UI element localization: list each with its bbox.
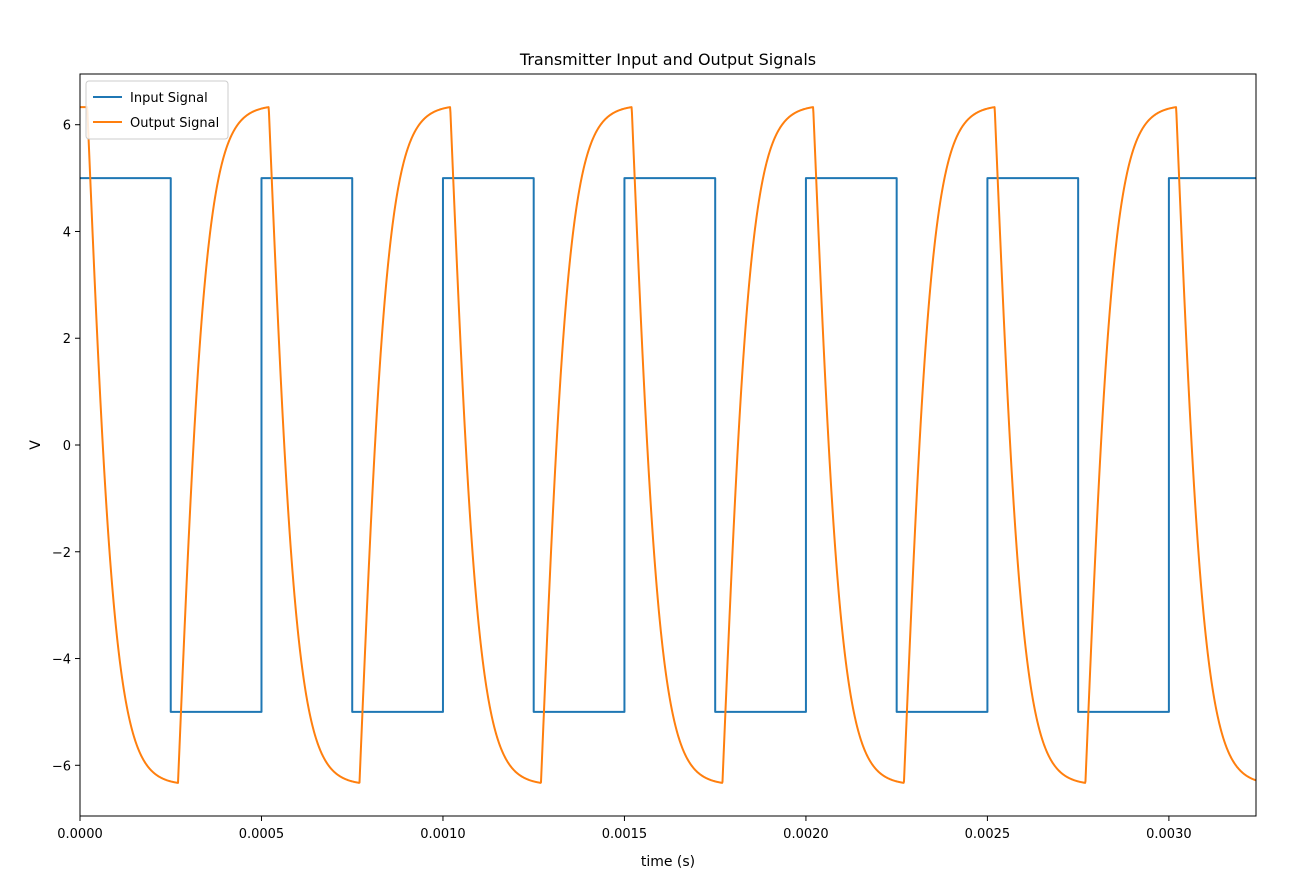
x-tick-label: 0.0030	[1146, 827, 1192, 842]
output-signal-line	[80, 106, 1256, 784]
legend-label: Output Signal	[130, 116, 219, 131]
y-tick-label: −6	[52, 759, 71, 774]
x-tick-label: 0.0010	[420, 827, 466, 842]
series-layer	[80, 106, 1256, 784]
y-tick-label: −4	[52, 653, 71, 668]
input-signal-line	[80, 177, 1256, 713]
y-tick-label: 0	[63, 439, 71, 454]
y-axis-title: V	[28, 440, 44, 450]
x-tick-label: 0.0020	[783, 827, 829, 842]
x-tick-label: 0.0025	[965, 827, 1011, 842]
x-tick-label: 0.0005	[239, 827, 285, 842]
x-tick-label: 0.0000	[57, 827, 103, 842]
x-axis-title: time (s)	[641, 854, 695, 870]
y-axis: −6 −4 −2 0 2 4 6	[52, 119, 80, 774]
y-tick-label: 4	[63, 225, 71, 240]
x-axis: 0.0000 0.0005 0.0010 0.0015 0.0020 0.0025 0.00…	[57, 816, 1192, 842]
legend-label: Input Signal	[130, 91, 208, 106]
x-tick-label: 0.0015	[602, 827, 648, 842]
chart-title: Transmitter Input and Output Signals	[519, 50, 816, 69]
legend-box	[85, 80, 229, 140]
y-tick-label: 6	[63, 119, 71, 134]
legend: Input Signal Output Signal	[85, 80, 229, 140]
y-tick-label: −2	[52, 546, 71, 561]
y-tick-label: 2	[63, 332, 71, 347]
